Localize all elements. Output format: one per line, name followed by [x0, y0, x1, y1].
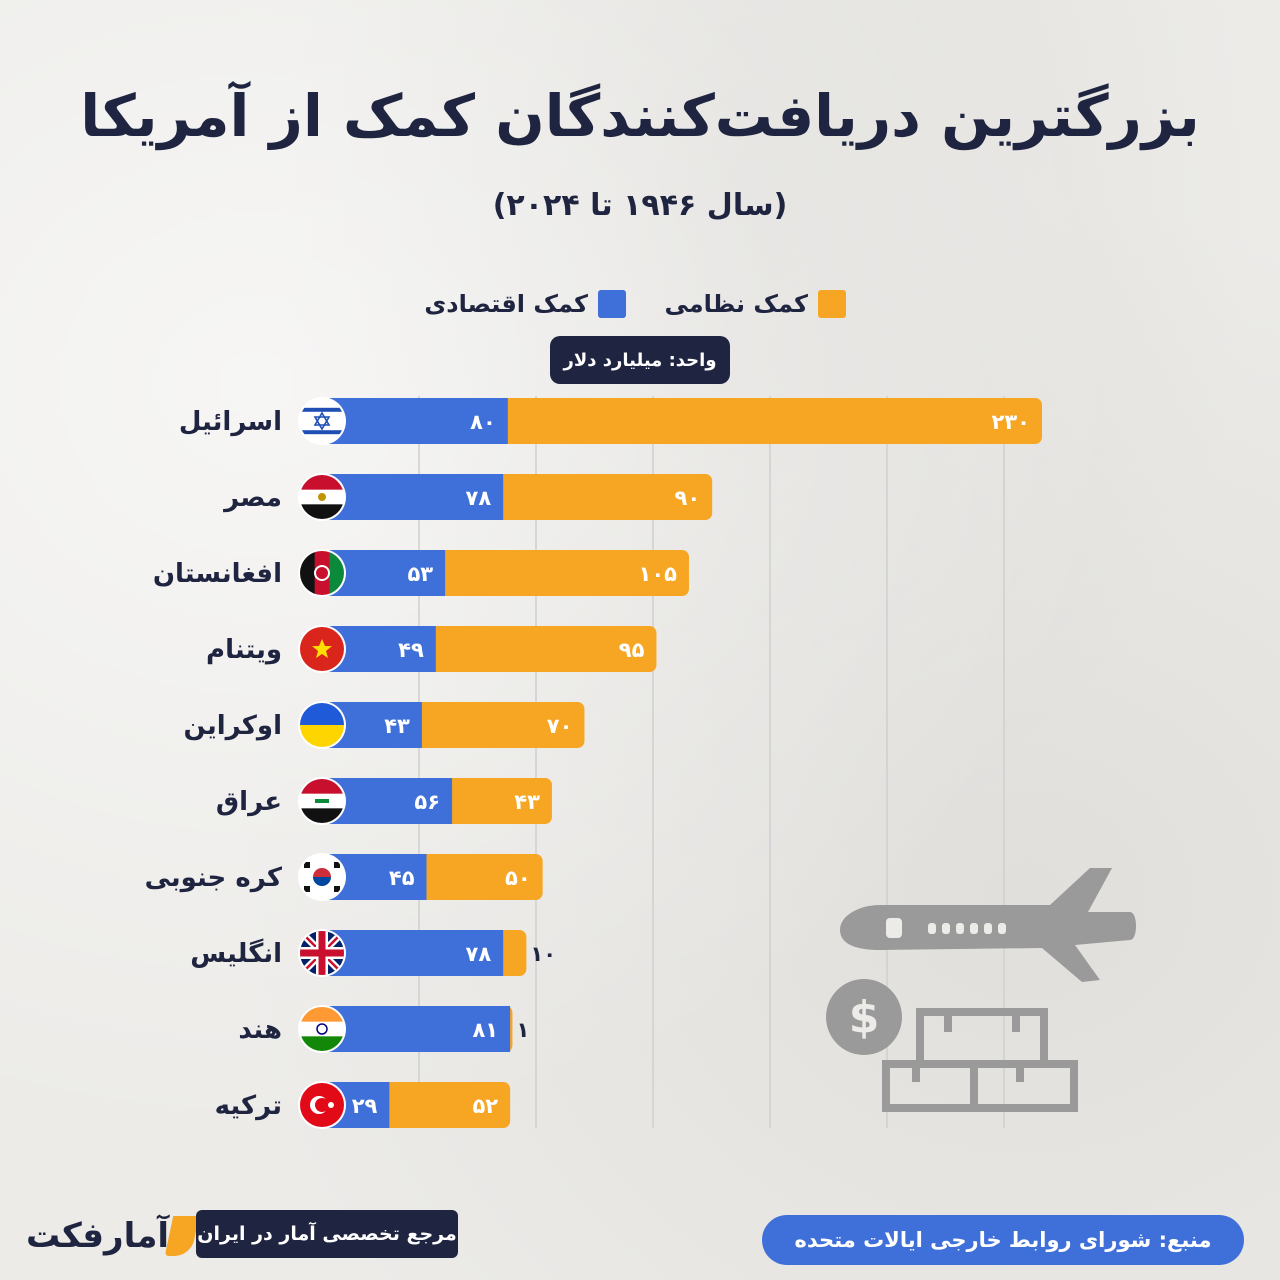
brand-logo: آمارفکت [26, 1208, 201, 1264]
israel-flag-icon [300, 399, 344, 443]
source-note: منبع: شورای روابط خارجی ایالات متحده [762, 1215, 1244, 1265]
bar-military [497, 398, 1042, 444]
brand-logo-icon [164, 1216, 200, 1256]
value-label-military: ۱۰ [530, 942, 556, 966]
svg-text:$: $ [849, 992, 880, 1043]
bar-chart: ۸۰ ۲۳۰ اسرائیل ۷۸ ۹۰ مصر ۵۳ ۱۰۵ افغانستان ۴۹ ۹۵ ویت… [145, 396, 1042, 1129]
bar-economic [322, 930, 504, 976]
dollar-coin-icon [826, 979, 902, 1055]
value-label-military: ۱۰۵ [639, 562, 678, 586]
vietnam-flag-icon [300, 627, 344, 671]
chart-subtitle: (سال ۱۹۴۶ تا ۲۰۲۴) [492, 188, 788, 223]
category-label: اوکراین [184, 711, 282, 741]
value-label-military: ۹۵ [619, 638, 645, 662]
south-korea-flag-icon [300, 855, 344, 899]
bar-economic [322, 398, 508, 444]
afghanistan-flag-icon [300, 551, 344, 595]
legend-military-label: کمک نظامی [664, 290, 808, 318]
bar-economic [322, 1006, 511, 1052]
ukraine-flag-icon [300, 703, 344, 747]
value-label-economic: ۸۱ [472, 1018, 498, 1042]
value-label-military: ۱ [516, 1018, 529, 1042]
category-label: افغانستان [153, 559, 282, 589]
chart-title: بزرگترین دریافت‌کنندگان کمک از آمریکا [80, 82, 1200, 150]
value-label-military: ۴۳ [514, 790, 540, 814]
category-label: انگلیس [190, 938, 282, 969]
bar-military [442, 778, 552, 824]
value-label-economic: ۴۳ [384, 714, 410, 738]
bar-military [379, 1082, 511, 1128]
legend-economic-swatch [598, 290, 626, 318]
category-label: مصر [222, 483, 282, 513]
category-label: اسرائیل [179, 407, 282, 437]
bar-military [425, 626, 657, 672]
value-label-military: ۹۰ [675, 486, 701, 510]
turkey-flag-icon [300, 1083, 344, 1127]
bar-military [493, 474, 713, 520]
brand-logo-text: آمارفکت [26, 1216, 170, 1256]
value-label-military: ۲۳۰ [992, 410, 1030, 434]
legend-economic: کمک اقتصادی [424, 286, 626, 322]
egypt-flag-icon [300, 475, 344, 519]
bar-military [411, 702, 585, 748]
legend-military: کمک نظامی [664, 286, 846, 322]
category-label: هند [238, 1015, 282, 1045]
bar-military [435, 550, 689, 596]
category-label: کره جنوبی [145, 863, 283, 893]
legend: کمک نظامی کمک اقتصادی [0, 286, 1280, 322]
value-label-economic: ۴۵ [389, 866, 415, 890]
legend-military-swatch [818, 290, 846, 318]
value-label-economic: ۴۹ [398, 638, 424, 662]
boxes-icon [882, 1008, 1078, 1112]
value-label-economic: ۵۳ [407, 562, 433, 586]
category-label: عراق [216, 787, 282, 817]
value-label-economic: ۵۶ [414, 790, 440, 814]
value-label-economic: ۷۸ [466, 942, 492, 966]
uk-flag-icon [300, 931, 344, 975]
bar-economic [322, 474, 504, 520]
value-label-economic: ۲۹ [352, 1094, 378, 1118]
iraq-flag-icon [300, 779, 344, 823]
airplane-aid-illustration: $ [826, 868, 1136, 1112]
legend-economic-label: کمک اقتصادی [424, 290, 588, 318]
category-label: ترکیه [215, 1091, 282, 1121]
category-label: ویتنام [206, 635, 282, 665]
bar-military [416, 854, 543, 900]
unit-label: واحد: میلیارد دلار [550, 336, 730, 384]
value-label-military: ۵۰ [505, 866, 531, 890]
india-flag-icon [300, 1007, 344, 1051]
brand-tagline: مرجع تخصصی آمار در ایران [196, 1210, 458, 1258]
value-label-economic: ۷۸ [466, 486, 492, 510]
value-label-economic: ۸۰ [470, 410, 496, 434]
value-label-military: ۵۲ [472, 1094, 498, 1118]
value-label-military: ۷۰ [547, 714, 573, 738]
